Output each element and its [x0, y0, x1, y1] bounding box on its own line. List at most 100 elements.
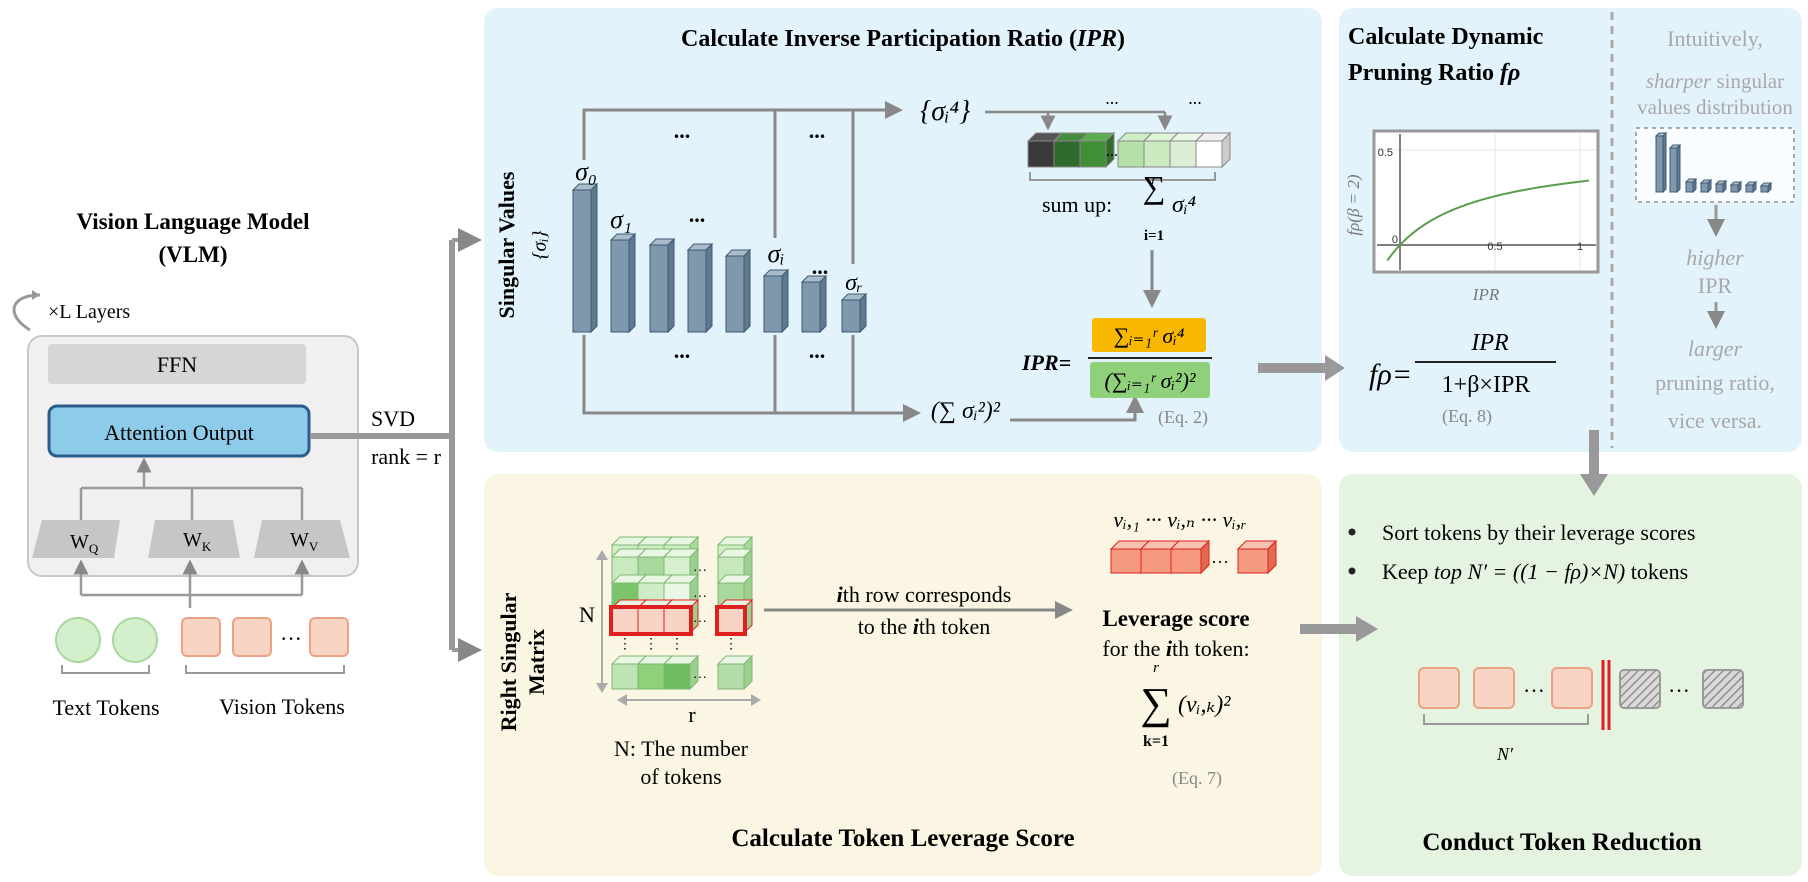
- ipr-connector-lines: [582, 101, 921, 422]
- ipr-denominator: (∑ᵢ₌₁ʳ σᵢ²)²: [1105, 368, 1196, 393]
- fp-y-label: fρ(β = 2): [1344, 174, 1363, 235]
- ellipsis: ...: [674, 118, 691, 143]
- dyn-title-line1: Calculate Dynamic: [1348, 24, 1544, 50]
- n-prime-label: N′: [1496, 744, 1514, 764]
- singular-value-bar: [571, 182, 599, 334]
- sigma4-brace: [1029, 172, 1216, 181]
- attention-output-block: [47, 404, 311, 458]
- text-token: [55, 617, 101, 663]
- fp-formula-lhs: fρ=: [1369, 358, 1412, 391]
- ffn-block: [48, 344, 306, 384]
- mini-bar: [1668, 143, 1682, 194]
- sum-up-label: sum up:: [1042, 192, 1112, 217]
- ipr-to-ratio-arrowhead: [1325, 355, 1345, 381]
- attention-output-label: Attention Output: [104, 420, 254, 445]
- vision-token: [181, 617, 221, 657]
- leverage-title: Leverage score: [1102, 606, 1249, 631]
- leverage-panel: [484, 474, 1322, 876]
- text-token: [112, 617, 158, 663]
- ffn-label: FFN: [157, 352, 197, 377]
- fp-tick-x: 1: [1577, 241, 1583, 253]
- ellipsis: ···: [1211, 552, 1229, 572]
- intuition-line: IPR: [1698, 273, 1733, 298]
- text-tokens-brace: [61, 665, 150, 674]
- singular-values-axis-symbol: {σᵢ}: [529, 230, 551, 259]
- v-row-cube: [1236, 539, 1278, 575]
- kept-tokens-dots: ···: [1523, 678, 1545, 703]
- ellipsis: ...: [1105, 88, 1119, 108]
- ipr-label: IPR=: [1021, 350, 1071, 375]
- layers-label: ×L Layers: [48, 301, 130, 323]
- ipr-panel-title: Calculate Inverse Participation Ratio (I…: [681, 26, 1125, 52]
- leverage-expr: (vᵢ,ₖ)²: [1178, 692, 1231, 718]
- kept-token: [1418, 667, 1460, 709]
- intuition-line: pruning ratio,: [1655, 370, 1775, 395]
- ellipsis: ···: [693, 671, 707, 686]
- mini-bar: [1729, 180, 1743, 194]
- matrix-cell: [662, 654, 700, 691]
- wv-block: [254, 520, 350, 558]
- bullet-dot: [1348, 567, 1356, 575]
- sum-lower-limit: i=1: [1144, 228, 1164, 244]
- v-row-cube: [1169, 539, 1211, 575]
- highlighted-row-outline: [715, 605, 747, 636]
- singular-value-bar: [762, 268, 790, 334]
- leverage-eq-label: (Eq. 7): [1172, 768, 1222, 789]
- r-axis-label: r: [688, 702, 696, 727]
- ipr-numerator: ∑ᵢ₌₁ʳ σᵢ⁴: [1114, 323, 1185, 348]
- mini-bar: [1744, 180, 1758, 194]
- wv-label: WV: [290, 529, 319, 554]
- ratio-to-reduction-arrowhead: [1580, 474, 1608, 496]
- fp-tick-x: 0.5: [1487, 241, 1502, 253]
- ipr-numerator-box: [1092, 318, 1206, 352]
- right-singular-matrix: ·········⋮ ⋮ ⋮ ⋮···: [609, 535, 754, 691]
- kept-token: [1473, 667, 1515, 709]
- sq-sum-to-ipr-arrow: [1010, 395, 1144, 422]
- vlm-title-line1: Vision Language Model: [76, 209, 309, 234]
- sigma4-cube-arrows: [985, 110, 1173, 131]
- fp-tick-y: 0.5: [1378, 147, 1393, 159]
- sigma-0-label: σ₀: [575, 157, 597, 186]
- intuition-line: higher: [1686, 245, 1744, 270]
- ellipsis: ...: [674, 338, 691, 363]
- vision-token: [309, 617, 349, 657]
- ellipsis: ...: [809, 118, 826, 143]
- intuition-line: Intuitively,: [1667, 26, 1763, 51]
- mini-bar: [1684, 177, 1698, 194]
- intuition-line: values distribution: [1637, 95, 1793, 119]
- highlighted-row-outline: [609, 605, 693, 636]
- v-row-labels: vᵢ,₁ ··· vᵢ,ₙ ··· vᵢ,ᵣ: [1113, 507, 1246, 532]
- sum-up-expr: σᵢ⁴: [1172, 192, 1196, 218]
- singular-value-bar: [648, 237, 676, 334]
- svd-label: SVD: [371, 406, 415, 431]
- fp-tick-y: 0: [1392, 234, 1398, 246]
- right-singular-axis-label2: Matrix: [524, 629, 549, 695]
- layers-loop-head: [32, 290, 40, 300]
- singular-value-bar: [800, 274, 828, 334]
- wq-label: WQ: [70, 531, 99, 556]
- leverage-subtitle: for the ith token:: [1102, 636, 1249, 661]
- ipr-denominator-box: [1090, 362, 1210, 398]
- sigma4-cube: [1078, 131, 1116, 169]
- wq-block: [32, 520, 120, 558]
- tokens-to-w-arrows: [73, 559, 310, 608]
- pruned-tokens-dots: ···: [1668, 678, 1690, 703]
- sum-sigma: ∑: [1143, 169, 1166, 205]
- ellipsis: ...: [689, 202, 706, 227]
- mini-bar: [1714, 179, 1728, 194]
- ellipsis: ...: [812, 254, 829, 279]
- wk-block: [148, 520, 240, 558]
- singular-value-bar: [609, 232, 637, 334]
- pruned-token: [1619, 669, 1661, 709]
- ellipsis: ⋮: [618, 637, 632, 652]
- bullet-dot: [1348, 528, 1356, 536]
- singular-value-bars: [571, 182, 868, 334]
- vision-tokens-dots: ···: [280, 626, 302, 651]
- vision-token: [232, 617, 272, 657]
- leverage-panel-title: Calculate Token Leverage Score: [731, 825, 1074, 852]
- n-prime-brace: [1423, 714, 1589, 725]
- dyn-title-line2: Pruning Ratio fρ: [1348, 60, 1520, 86]
- fp-x-label: IPR: [1472, 285, 1500, 304]
- reduction-bullet2: Keep top N′ = ((1 − fρ)×N) tokens: [1382, 559, 1688, 584]
